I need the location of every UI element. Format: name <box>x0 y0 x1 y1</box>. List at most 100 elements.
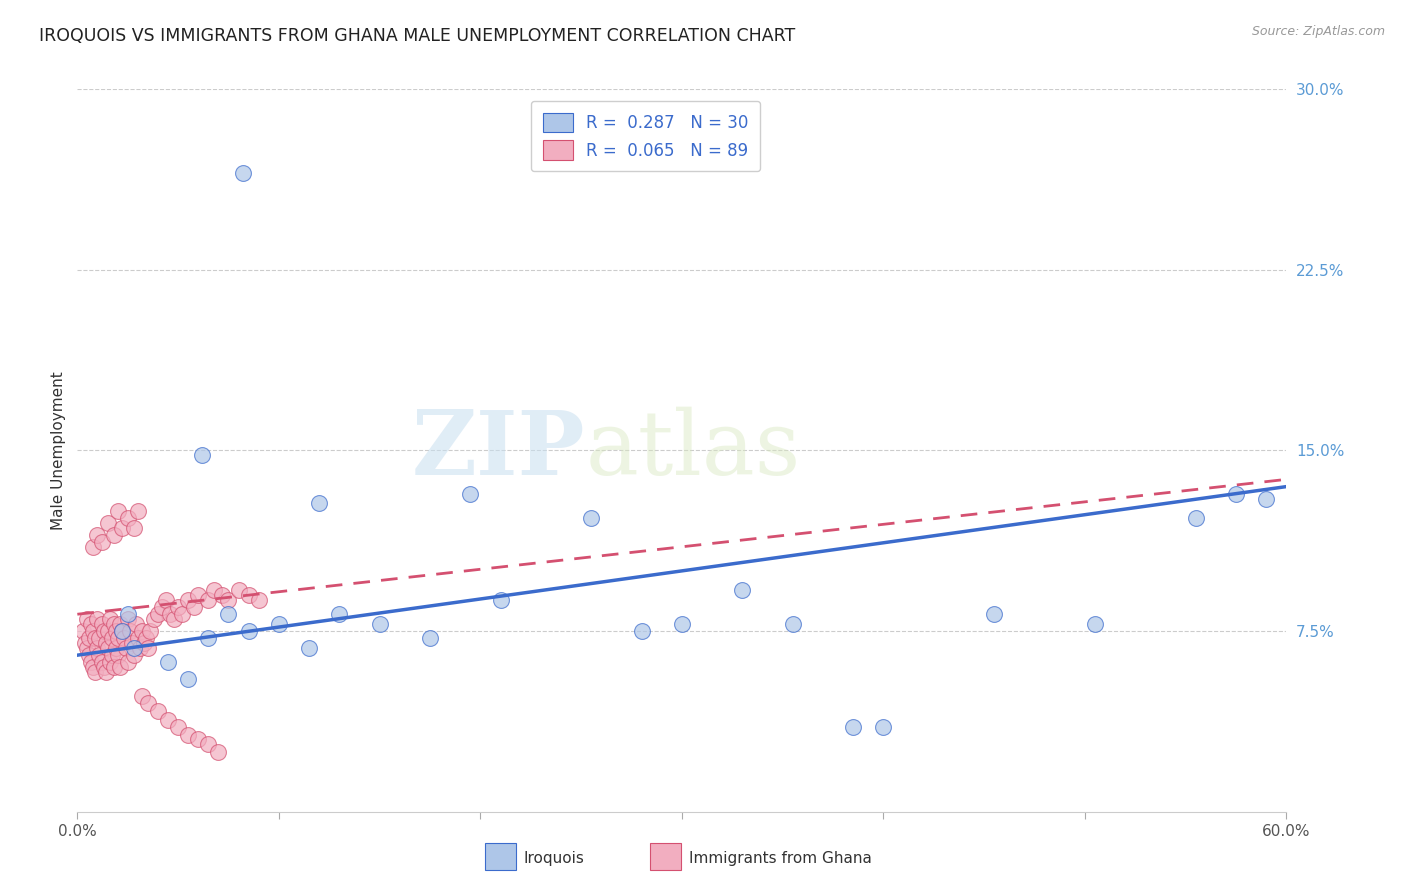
Point <box>218 607 240 622</box>
Point <box>146 704 169 718</box>
Point <box>228 583 250 598</box>
Point <box>103 527 125 541</box>
Point <box>983 607 1005 622</box>
Point <box>117 656 139 670</box>
Point <box>191 448 214 462</box>
Point <box>79 632 101 646</box>
Point <box>211 588 233 602</box>
Point <box>94 665 117 679</box>
Point <box>308 496 330 510</box>
Point <box>1185 511 1208 525</box>
Point <box>111 520 134 534</box>
Point <box>157 656 180 670</box>
Point <box>125 616 148 631</box>
Point <box>117 511 139 525</box>
Point <box>75 636 97 650</box>
Point <box>98 612 121 626</box>
Point <box>122 520 145 534</box>
Point <box>108 660 131 674</box>
Point <box>142 612 165 626</box>
Point <box>84 665 107 679</box>
Point <box>159 607 181 622</box>
Point <box>146 607 169 622</box>
Point <box>100 648 122 662</box>
Point <box>117 612 139 626</box>
Point <box>111 624 134 639</box>
Point <box>581 511 603 525</box>
Point <box>112 632 135 646</box>
Point <box>157 713 180 727</box>
Point <box>177 673 200 687</box>
Point <box>122 640 145 655</box>
Point <box>96 516 118 530</box>
Point <box>1225 487 1247 501</box>
Point <box>177 728 200 742</box>
Point <box>80 616 103 631</box>
Point <box>86 527 108 541</box>
Point <box>131 689 153 703</box>
Point <box>93 624 115 639</box>
Point <box>458 487 481 501</box>
Point <box>117 607 139 622</box>
Point <box>76 640 98 655</box>
Point <box>207 744 229 758</box>
Point <box>72 624 94 639</box>
Point <box>127 503 149 517</box>
Point <box>89 632 111 646</box>
Point <box>104 624 127 639</box>
Point <box>247 592 270 607</box>
Point <box>89 648 111 662</box>
Text: Source: ZipAtlas.com: Source: ZipAtlas.com <box>1251 25 1385 38</box>
Point <box>197 592 219 607</box>
Point <box>90 535 112 549</box>
Point <box>135 632 157 646</box>
Point <box>298 640 321 655</box>
Point <box>107 648 129 662</box>
Point <box>671 616 693 631</box>
Point <box>150 599 173 614</box>
Point <box>82 540 104 554</box>
Point <box>122 648 145 662</box>
Point <box>238 588 260 602</box>
Point <box>82 660 104 674</box>
Point <box>163 612 186 626</box>
Point <box>86 640 108 655</box>
Point <box>136 640 159 655</box>
Point <box>131 624 153 639</box>
Legend: R =  0.287   N = 30, R =  0.065   N = 89: R = 0.287 N = 30, R = 0.065 N = 89 <box>531 101 761 171</box>
Point <box>267 616 290 631</box>
Point <box>108 616 131 631</box>
Point <box>139 624 162 639</box>
Point <box>107 632 129 646</box>
Text: Iroquois: Iroquois <box>523 851 583 865</box>
Point <box>121 636 143 650</box>
Point <box>128 640 150 655</box>
Point <box>731 583 754 598</box>
Point <box>96 640 118 655</box>
Point <box>197 632 219 646</box>
Point <box>1084 616 1107 631</box>
Point <box>80 656 103 670</box>
Point <box>96 624 118 639</box>
Point <box>136 696 159 710</box>
Point <box>103 616 125 631</box>
Point <box>111 624 134 639</box>
Text: atlas: atlas <box>585 407 800 494</box>
Point <box>79 648 101 662</box>
Point <box>172 607 194 622</box>
Point <box>104 640 127 655</box>
Point <box>183 599 205 614</box>
Point <box>489 592 512 607</box>
Point <box>419 632 441 646</box>
Point <box>114 640 136 655</box>
Point <box>127 632 149 646</box>
Point <box>76 612 98 626</box>
Point <box>167 599 190 614</box>
Point <box>187 732 209 747</box>
Point <box>187 588 209 602</box>
Point <box>90 656 112 670</box>
Point <box>93 660 115 674</box>
Point <box>90 616 112 631</box>
Point <box>100 632 122 646</box>
Point <box>328 607 350 622</box>
